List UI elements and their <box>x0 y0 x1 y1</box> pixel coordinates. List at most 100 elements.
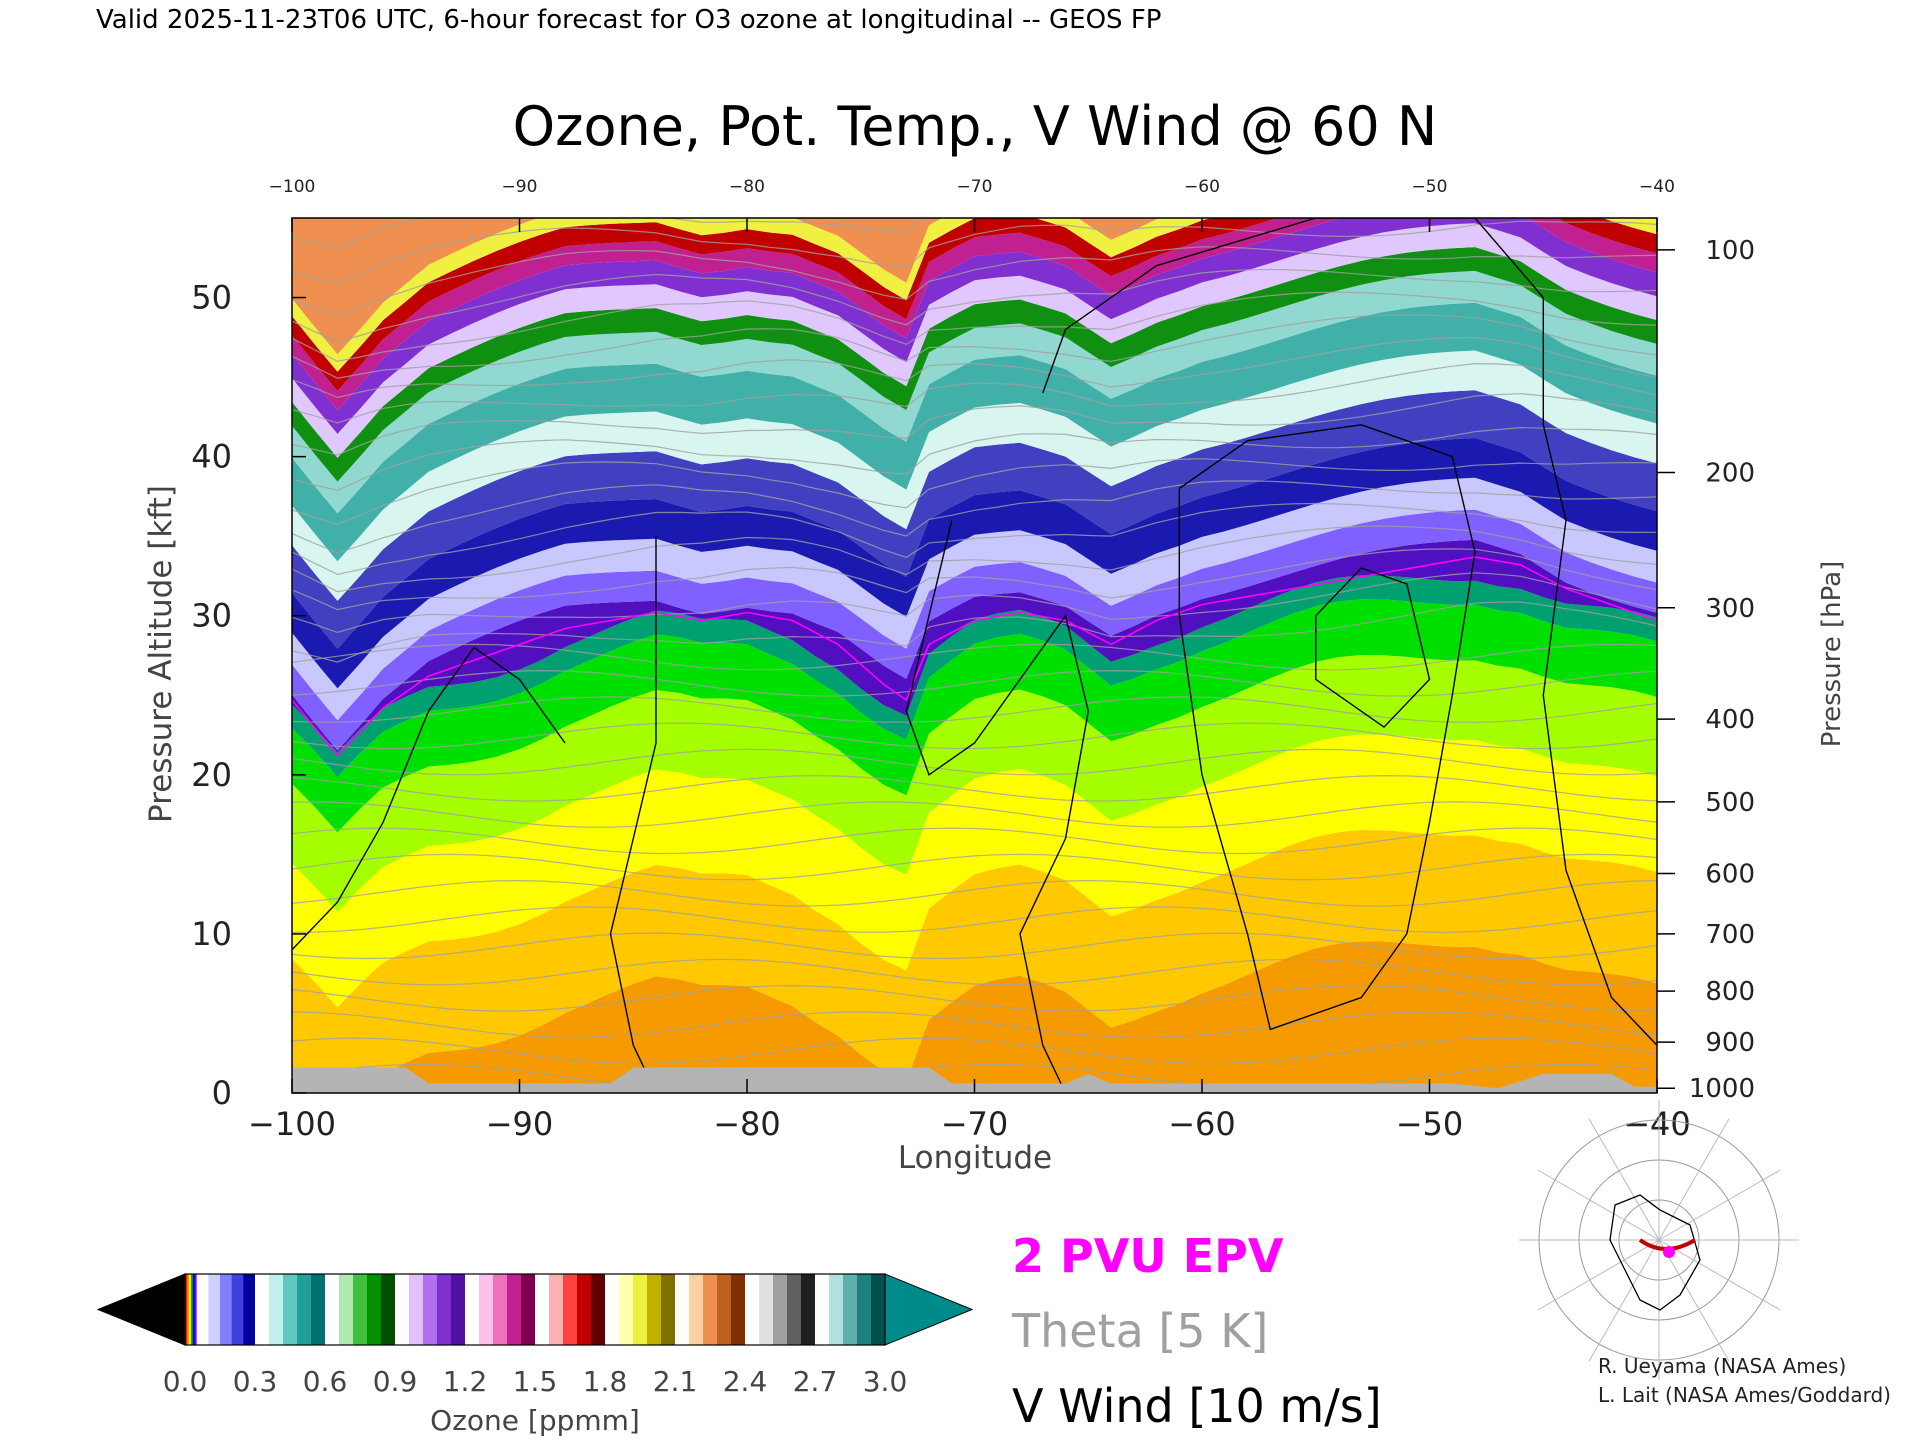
x-top-tick-label: −100 <box>269 177 316 197</box>
colorbar-swatch <box>208 1274 221 1345</box>
x-tick-label: −90 <box>486 1105 554 1143</box>
colorbar-swatch <box>339 1274 354 1345</box>
pressure-tick-label: 700 <box>1705 920 1755 950</box>
vwind-contour <box>905 520 1090 1093</box>
colorbar-tick-label: 2.1 <box>653 1365 698 1398</box>
theta-contour <box>292 696 1657 723</box>
colorbar-swatch <box>186 1274 190 1345</box>
colorbar-tick-label: 0.9 <box>373 1365 418 1398</box>
theta-contour <box>292 362 1657 424</box>
colorbar-over-arrow <box>884 1273 974 1346</box>
plot-area <box>292 218 1657 1093</box>
colorbar-swatch <box>255 1274 270 1345</box>
colorbar-swatch <box>689 1274 704 1345</box>
colorbar-swatch <box>773 1274 788 1345</box>
axes: −100 −100 −90 −90 −80 −80 −70 −70 −60 −60 −50 −50 −4… <box>191 177 1755 1143</box>
colorbar-swatch <box>353 1274 368 1345</box>
colorbar-swatch <box>535 1274 550 1345</box>
colorbar-swatch <box>619 1274 634 1345</box>
colorbar-swatch <box>188 1274 192 1345</box>
theta-contour <box>292 601 1657 663</box>
legend-epv: 2 PVU EPV <box>1012 1229 1284 1283</box>
theta-contour <box>292 314 1657 379</box>
ozone-band <box>292 655 1657 912</box>
theta-contour <box>292 722 1657 750</box>
y-tick-label: 50 <box>191 279 232 317</box>
theta-contour <box>292 572 1657 634</box>
ozone-band <box>292 438 1657 689</box>
colorbar-swatch <box>269 1274 284 1345</box>
ozone-band <box>292 734 1657 1008</box>
map-meridian <box>1658 1239 1781 1311</box>
colorbar-swatch <box>185 1274 188 1345</box>
theta-contour <box>292 669 1657 697</box>
colorbar-swatch <box>297 1274 312 1345</box>
terrain-mask <box>292 1067 1657 1093</box>
colorbar-swatch <box>577 1274 592 1345</box>
pressure-tick-label: 600 <box>1705 859 1755 889</box>
theta-contour <box>292 906 1657 933</box>
theta-contour <box>292 458 1657 526</box>
colorbar-swatch <box>521 1274 536 1345</box>
ozone-band <box>292 218 1657 434</box>
colorbar-frame <box>184 1273 886 1346</box>
x-axis-label: Longitude <box>898 1140 1052 1176</box>
theta-contour <box>292 932 1657 960</box>
x-top-tick-label: −40 <box>1639 177 1675 197</box>
y-tick-label: 20 <box>191 756 232 794</box>
pressure-tick-label: 300 <box>1705 594 1755 624</box>
theta-contour <box>292 801 1657 828</box>
ozone-band <box>292 302 1657 562</box>
colorbar-under-arrow <box>96 1273 186 1346</box>
colorbar-tick-label: 0.3 <box>233 1365 278 1398</box>
colorbar-tick-label: 1.2 <box>443 1365 488 1398</box>
colorbar-swatch <box>857 1274 872 1345</box>
pressure-tick-label: 900 <box>1705 1028 1755 1058</box>
y-tick-label: 10 <box>191 915 232 953</box>
colorbar-swatch <box>451 1274 466 1345</box>
theta-contour <box>292 853 1657 881</box>
colorbar-swatch <box>675 1274 690 1345</box>
ozone-band <box>292 477 1657 721</box>
theta-contour <box>292 393 1657 456</box>
map-marker <box>1663 1246 1675 1258</box>
colorbar-swatch <box>381 1274 396 1345</box>
ozone-band <box>292 270 1657 514</box>
colorbar-tick-label: 1.8 <box>583 1365 628 1398</box>
colorbar-swatch <box>745 1274 760 1345</box>
colorbar-swatch <box>437 1274 452 1345</box>
x-top-tick-label: −70 <box>957 177 993 197</box>
colorbar-tick-label: 0.6 <box>303 1365 348 1398</box>
colorbar-swatch <box>395 1274 410 1345</box>
theta-contour <box>292 879 1657 907</box>
colorbar-swatch <box>192 1274 196 1345</box>
colorbar-swatch <box>731 1274 746 1345</box>
map-meridian <box>1658 1169 1781 1241</box>
colorbar-swatch <box>220 1274 233 1345</box>
colorbar-swatch <box>409 1274 424 1345</box>
theta-contour <box>292 748 1657 776</box>
colorbar-swatch <box>465 1274 480 1345</box>
polar-map-icon <box>1519 1100 1799 1380</box>
map-meridian <box>1588 1239 1660 1362</box>
theta-contour <box>292 827 1657 855</box>
colorbar: 0.0 0.3 0.6 0.9 1.2 1.5 1.8 2.1 2.4 2.7 3.0 <box>96 1273 974 1398</box>
map-coastline <box>1609 1194 1701 1311</box>
theta-contour <box>292 1037 1657 1065</box>
pressure-tick-label: 1000 <box>1689 1074 1755 1104</box>
colorbar-swatch <box>647 1274 662 1345</box>
x-tick-label: −100 <box>248 1105 336 1143</box>
ozone-band <box>292 575 1657 777</box>
colorbar-swatch <box>194 1274 198 1345</box>
legend-vwind: V Wind [10 m/s] <box>1012 1379 1382 1433</box>
theta-contour <box>292 426 1657 492</box>
colorbar-swatch <box>759 1274 774 1345</box>
theta-contour <box>292 958 1657 986</box>
vwind-contour <box>1315 567 1431 729</box>
colorbar-swatch <box>493 1274 508 1345</box>
colorbar-swatch <box>703 1274 718 1345</box>
pressure-tick-label: 200 <box>1705 459 1755 489</box>
x-top-tick-label: −90 <box>502 177 538 197</box>
colorbar-label: Ozone [ppmm] <box>430 1404 640 1437</box>
y-tick-label: 0 <box>212 1074 232 1112</box>
